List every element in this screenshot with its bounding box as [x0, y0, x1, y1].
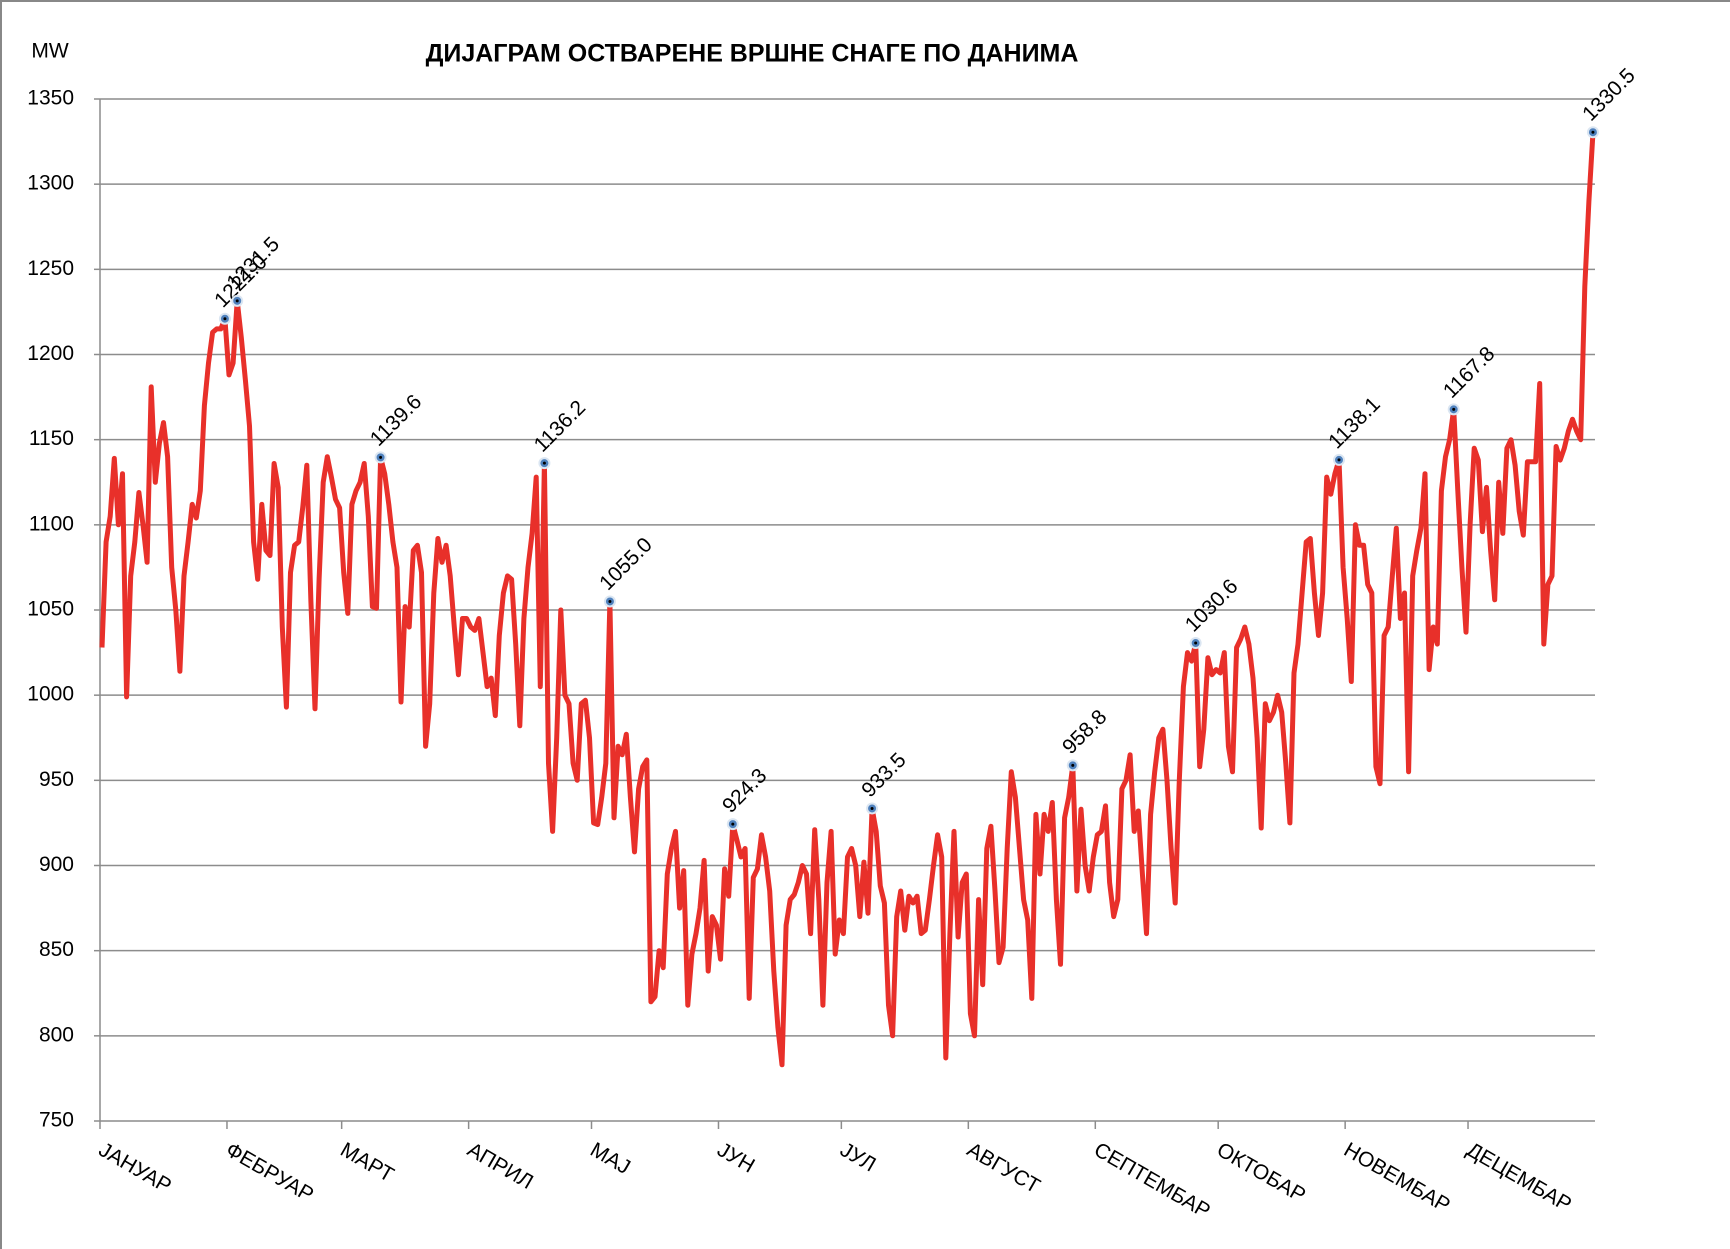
y-tick-label: 1250	[27, 257, 74, 280]
peak-marker-dot	[1071, 763, 1075, 767]
x-tick-label: МАЈ	[586, 1138, 634, 1179]
x-tick-label: ЈАНУАР	[95, 1138, 175, 1198]
peak-label: 933.5	[857, 748, 910, 801]
peak-marker-dot	[1591, 130, 1595, 134]
peak-marker-dot	[1194, 641, 1198, 645]
y-tick-label: 1300	[27, 172, 74, 195]
peak-label: 1030.6	[1181, 575, 1243, 637]
y-tick-label: 900	[39, 853, 74, 876]
y-tick-label: 1150	[29, 427, 74, 450]
y-tick-label: 1050	[27, 598, 74, 621]
y-tick-label: 800	[39, 1023, 74, 1046]
peak-label: 1139.6	[366, 390, 427, 451]
peak-label: 1138.1	[1324, 393, 1385, 454]
peak-marker-dot	[608, 599, 612, 603]
x-tick-label: ОКТОБАР	[1213, 1138, 1309, 1207]
chart-title: ДИЈАГРАМ ОСТВАРЕНЕ ВРШНЕ СНАГЕ ПО ДАНИМА	[426, 40, 1079, 68]
y-tick-label: 850	[39, 938, 74, 961]
x-tick-label: ЈУН	[713, 1138, 758, 1177]
peak-label: 1055.0	[595, 533, 657, 595]
peak-marker-dot	[542, 461, 546, 465]
peak-label: 958.8	[1058, 705, 1111, 758]
peak-label: 924.3	[718, 764, 771, 817]
peak-label: 1136.2	[530, 396, 591, 457]
y-tick-label: 1350	[27, 87, 74, 110]
peak-label: 1330.5	[1578, 64, 1640, 126]
peak-marker-dot	[731, 822, 735, 826]
peak-marker-dot	[870, 806, 874, 810]
x-tick-label: АПРИЛ	[463, 1138, 537, 1194]
y-tick-label: 750	[39, 1109, 74, 1132]
x-tick-label: СЕПТЕМБАР	[1090, 1138, 1214, 1223]
x-tick-label: ДЕЦЕМБАР	[1463, 1138, 1575, 1216]
x-tick-label: МАРТ	[336, 1138, 397, 1187]
peak-marker-dot	[223, 317, 227, 321]
peak-marker-dot	[235, 299, 239, 303]
x-tick-label: НОВЕМБАР	[1340, 1138, 1454, 1217]
x-tick-label: АВГУСТ	[963, 1138, 1044, 1198]
x-tick-label: ФЕБРУАР	[222, 1138, 318, 1207]
y-tick-label: 1000	[27, 683, 74, 706]
peak-marker-dot	[1452, 407, 1456, 411]
y-tick-label: 1100	[29, 512, 74, 535]
y-tick-label: 950	[39, 768, 74, 791]
peak-marker-dot	[379, 455, 383, 459]
peak-marker-dot	[1337, 458, 1341, 462]
series-line	[99, 132, 1596, 1068]
y-axis-label: MW	[31, 40, 68, 63]
peak-label: 1167.8	[1439, 342, 1500, 403]
x-tick-label: ЈУЛ	[836, 1138, 879, 1176]
y-tick-label: 1200	[27, 342, 74, 365]
